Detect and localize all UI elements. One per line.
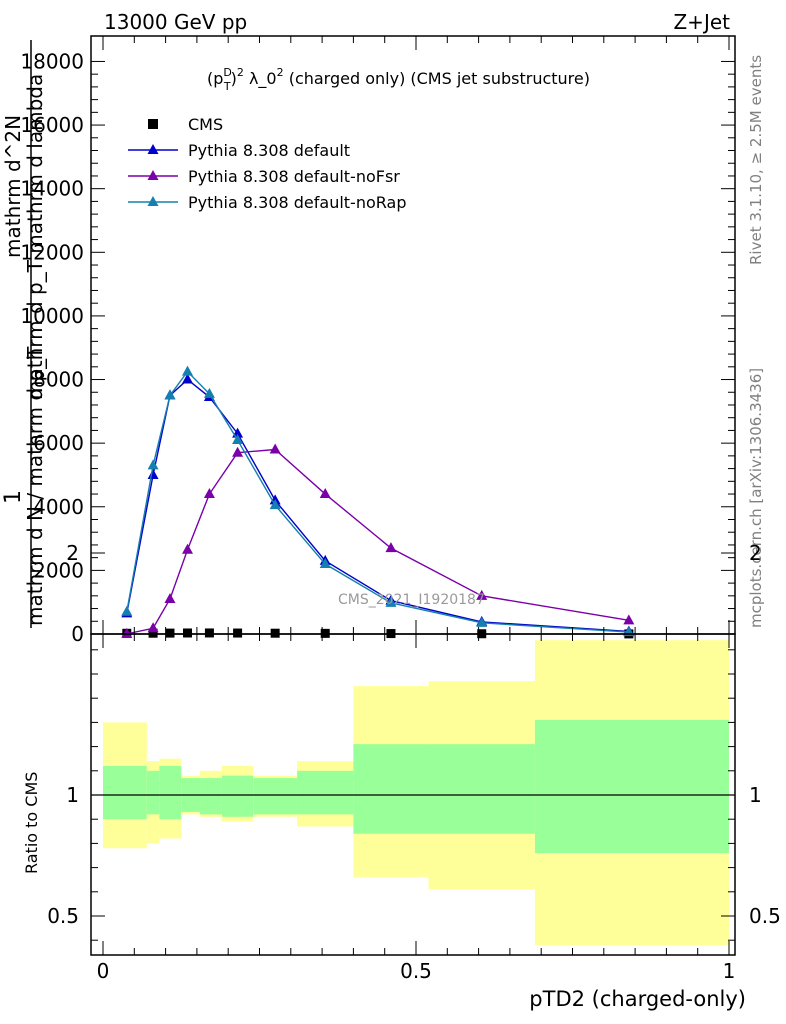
x-tick-label: 0.5 <box>400 959 432 983</box>
legend-entry-label: CMS <box>188 115 223 134</box>
ratio-ytick-label-right: 2 <box>749 541 762 565</box>
main-ytick-label: 4000 <box>33 495 84 519</box>
series-marker-1 <box>182 373 194 384</box>
ratio-inner-band <box>159 765 182 820</box>
analysis-watermark: CMS_2021_I1920187 <box>338 592 485 608</box>
series-marker-3 <box>385 596 397 607</box>
series-marker-2 <box>476 589 488 600</box>
series-marker-2 <box>164 593 176 604</box>
series-marker-2 <box>121 627 133 638</box>
cms-data-point <box>148 628 158 638</box>
main-ytick-label: 0 <box>71 622 84 646</box>
ratio-ytick-label-left: 0.5 <box>47 904 79 928</box>
series-marker-2 <box>319 488 331 499</box>
cms-data-point <box>204 628 214 638</box>
ratio-ytick-label-left: 1 <box>66 783 79 807</box>
title-sup-d: D <box>223 66 231 79</box>
main-ytick-label: 18000 <box>20 49 84 73</box>
series-marker-3 <box>182 365 194 376</box>
series-marker-3 <box>203 387 215 398</box>
series-marker-3 <box>232 433 244 444</box>
ratio-ytick-label-right: 1 <box>749 783 762 807</box>
legend-entry-label: Pythia 8.308 default-noRap <box>188 193 406 212</box>
ratio-inner-band <box>353 744 429 834</box>
series-marker-3 <box>164 389 176 400</box>
ratio-inner-band <box>253 778 298 815</box>
ylabel-line-2: mathrm d N / mathrm d p_T <box>23 346 47 626</box>
main-ytick-label: 2000 <box>33 558 84 582</box>
legend-marker <box>147 196 159 206</box>
ratio-inner-band <box>146 770 160 815</box>
cms-data-point <box>165 628 175 638</box>
x-tick-label: 0 <box>97 959 110 983</box>
legend-entry-label: Pythia 8.308 default-noFsr <box>188 167 400 186</box>
ratio-ytick-label-right: 0.5 <box>749 904 781 928</box>
legend-marker <box>147 170 159 180</box>
ratio-inner-band <box>103 765 147 820</box>
main-y-axis-label: 1 mathrm d N / mathrm d p_T mathrm d^2N … <box>1 40 47 628</box>
series-marker-3 <box>121 605 133 616</box>
cms-data-point <box>233 628 243 638</box>
x-tick-label: 1 <box>723 959 736 983</box>
mcplots-side-label: mcplots.cern.ch [arXiv:1306.3436] <box>747 368 765 628</box>
series-marker-3 <box>476 616 488 627</box>
series-marker-2 <box>203 488 215 499</box>
title-part-d: (charged only) (CMS jet substructure) <box>284 69 590 88</box>
legend-entry-label: Pythia 8.308 default <box>188 141 350 160</box>
rivet-side-label: Rivet 3.1.10, ≥ 2.5M events <box>747 55 765 265</box>
series-marker-3 <box>269 499 281 510</box>
title-sub-t: T <box>223 80 231 93</box>
title-part-c: λ_0 <box>244 69 277 89</box>
series-marker-2 <box>269 443 281 454</box>
ratio-inner-band <box>534 719 729 854</box>
series-marker-2 <box>147 622 159 633</box>
series-marker-2 <box>182 543 194 554</box>
ratio-ytick-label-left: 2 <box>66 541 79 565</box>
series-marker-3 <box>147 459 159 470</box>
ratio-inner-band <box>200 778 222 815</box>
main-ytick-label: 8000 <box>33 368 84 392</box>
process-label: Z+Jet <box>673 10 730 34</box>
ylabel-line-1: 1 <box>1 490 26 504</box>
title-sup-2a: 2 <box>237 66 244 79</box>
legend-marker-cms <box>148 119 158 129</box>
ratio-inner-band <box>297 770 354 815</box>
title-sup-2b: 2 <box>277 66 284 79</box>
series-marker-3 <box>319 558 331 569</box>
ylabel-line-3: mathrm d^2N <box>1 115 25 258</box>
plot-title: (pD T)2 λ_02 (charged only) (CMS jet subs… <box>207 66 590 93</box>
ratio-inner-band <box>428 744 535 834</box>
energy-label: 13000 GeV pp <box>104 10 247 34</box>
ratio-y-axis-label: Ratio to CMS <box>22 772 41 874</box>
ratio-inner-band <box>221 775 254 817</box>
series-marker-1 <box>147 468 159 479</box>
ylabel-line-4: mathrm d p_T mathrm d lambda <box>23 74 47 400</box>
cms-data-point <box>270 628 280 638</box>
cms-data-point <box>183 628 193 638</box>
series-marker-2 <box>623 614 635 625</box>
series-marker-2 <box>385 542 397 553</box>
series-marker-2 <box>232 446 244 457</box>
legend: CMS Pythia 8.308 default Pythia 8.308 defa… <box>128 115 406 212</box>
x-axis-label: pTD2 (charged-only) <box>529 987 746 1011</box>
legend-marker <box>147 144 159 154</box>
title-part-a: (p <box>207 69 223 88</box>
main-ytick-label: 6000 <box>33 431 84 455</box>
title-part-b: ) <box>231 69 237 88</box>
